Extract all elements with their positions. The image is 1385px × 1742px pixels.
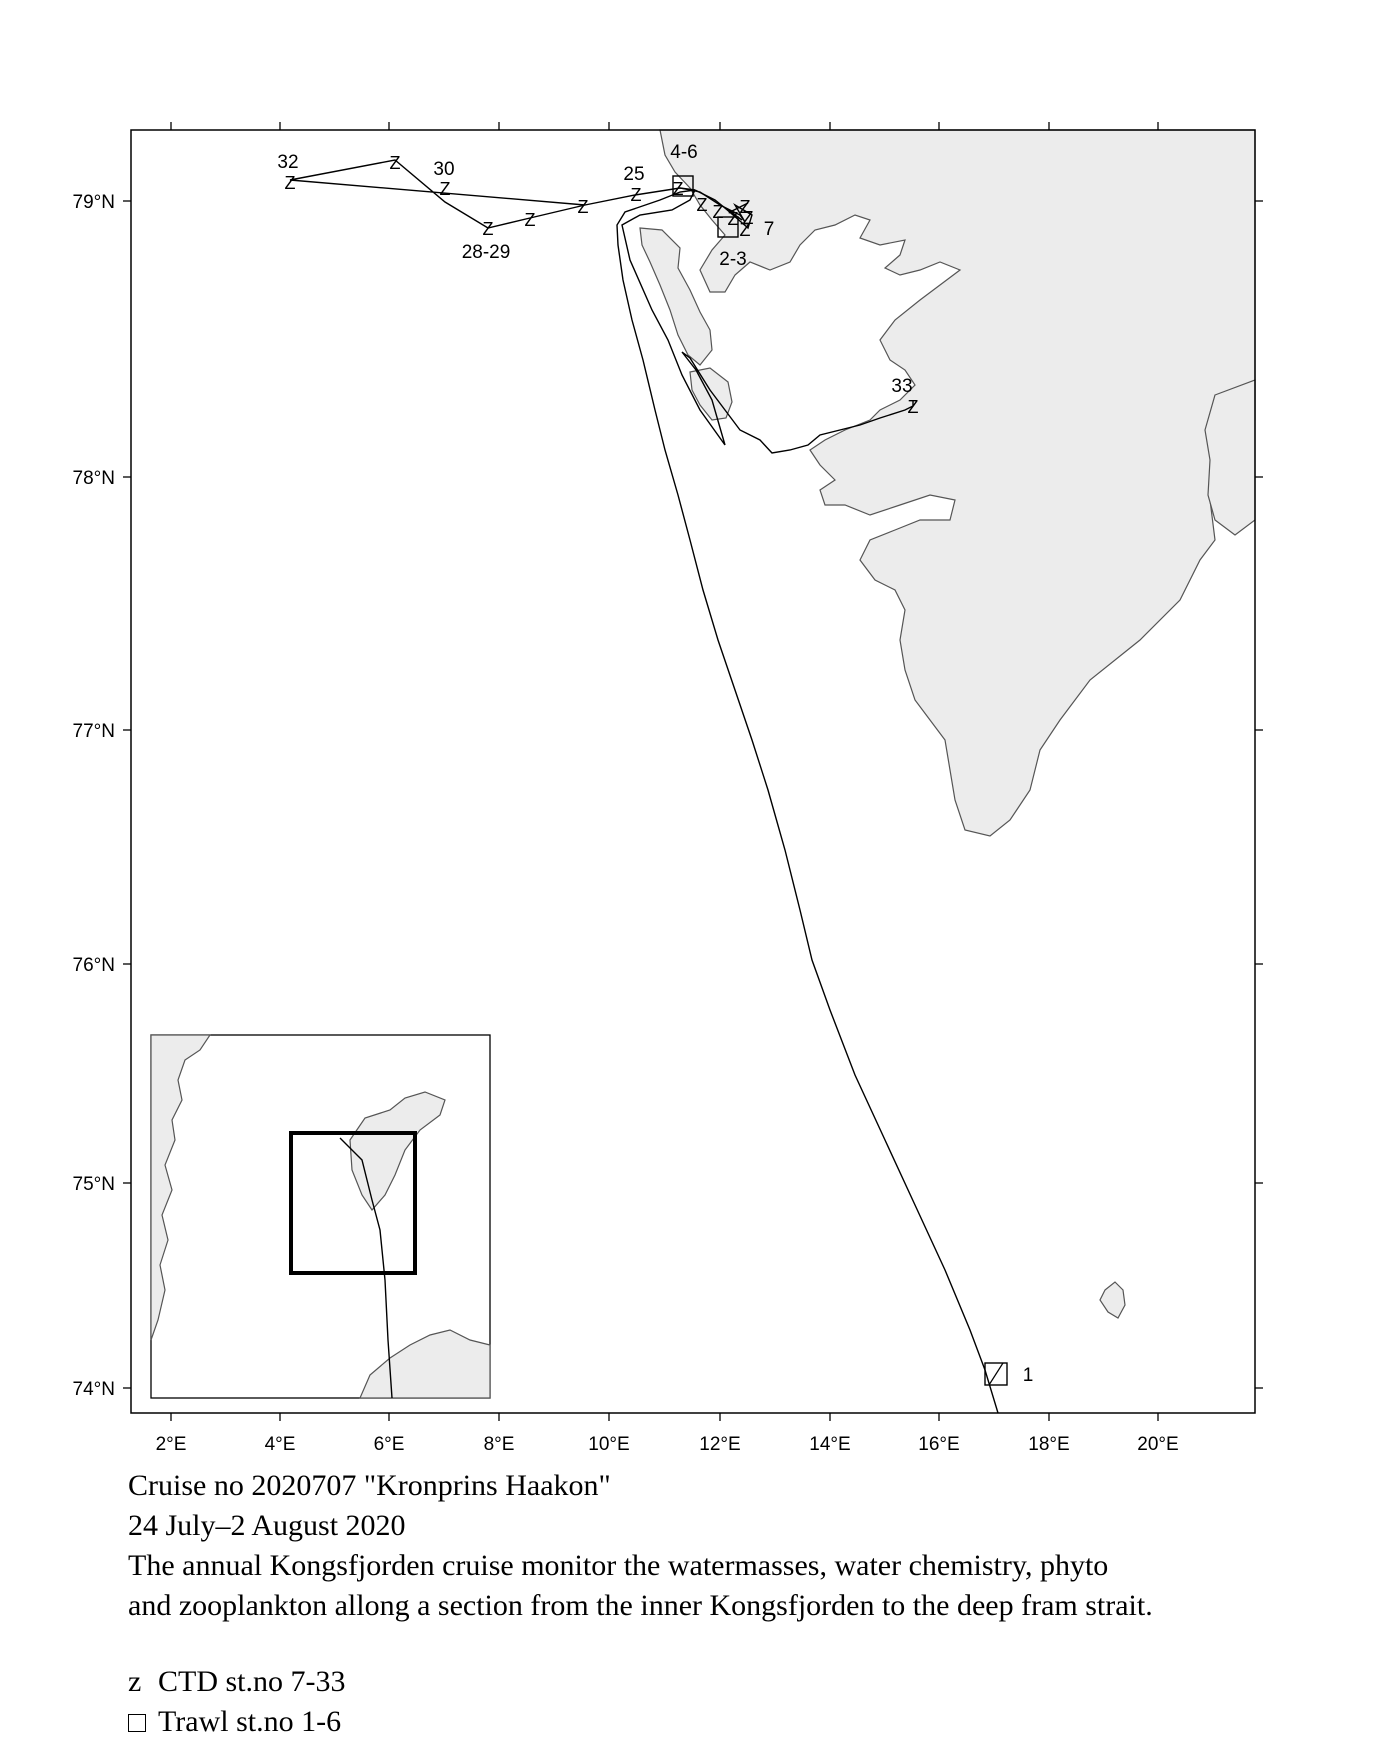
tick-marks [123, 122, 1263, 1421]
cruise-track [289, 159, 999, 1414]
trawl-station-box [717, 216, 739, 238]
map-frame [130, 129, 1256, 1414]
legend-trawl: Trawl st.no 1-6 [128, 1702, 346, 1742]
lon-tick-label: 8°E [484, 1434, 515, 1455]
caption-dates: 24 July–2 August 2020 [128, 1509, 406, 1542]
map-caption: Cruise no 2020707 "Kronprins Haakon" 24 … [128, 1466, 1368, 1626]
trawl-station-box [984, 1362, 1008, 1386]
lon-tick-label: 20°E [1137, 1434, 1178, 1455]
ctd-station-mark: Z [740, 197, 751, 217]
cruise-map: 2°E 4°E 6°E 8°E 10°E 12°E 14°E 16°E 18°E… [73, 122, 1263, 1455]
lat-tick-label: 77°N [73, 721, 115, 742]
inset-map [150, 1034, 491, 1399]
ctd-stations: Z Z Z Z Z Z Z Z Z Z Z Z Z Z Z [285, 153, 919, 417]
ctd-station-mark: Z [908, 397, 919, 417]
ctd-station-mark: Z [743, 208, 754, 228]
ctd-station-mark: Z [740, 220, 751, 240]
ctd-station-mark: Z [697, 195, 708, 215]
station-label: 25 [623, 164, 644, 185]
ctd-legend-label: CTD st.no 7-33 [158, 1665, 346, 1698]
lon-tick-labels: 2°E 4°E 6°E 8°E 10°E 12°E 14°E 16°E 18°E… [156, 1434, 1179, 1455]
ctd-station-mark: Z [578, 197, 589, 217]
caption-description-2: and zooplankton allong a section from th… [128, 1589, 1153, 1622]
inset-extent-box [289, 1131, 417, 1275]
station-label: 32 [277, 152, 298, 173]
trawl-legend-symbol [128, 1714, 146, 1732]
ctd-station-mark: Z [631, 185, 642, 205]
lon-tick-label: 14°E [809, 1434, 850, 1455]
trawl-stations [672, 175, 1008, 1386]
ctd-station-mark: Z [285, 173, 296, 193]
ctd-station-mark: Z [525, 210, 536, 230]
station-label: 30 [433, 159, 454, 180]
lat-tick-labels: 79°N 78°N 77°N 76°N 75°N 74°N [73, 192, 115, 1400]
lat-tick-label: 76°N [73, 955, 115, 976]
ctd-station-mark: Z [440, 179, 451, 199]
ctd-station-mark: Z [728, 209, 739, 229]
lon-tick-label: 4°E [265, 1434, 296, 1455]
land-svalbard [639, 129, 1256, 1319]
map-legend: z CTD st.no 7-33 Trawl st.no 1-6 [128, 1662, 346, 1742]
station-label: 33 [891, 376, 912, 397]
ctd-station-mark: Z [673, 179, 684, 199]
lat-tick-label: 75°N [73, 1174, 115, 1195]
ctd-legend-symbol: z [128, 1665, 142, 1698]
station-label: 1 [1023, 1365, 1034, 1386]
lat-tick-label: 74°N [73, 1379, 115, 1400]
station-label: 28-29 [462, 242, 511, 263]
ctd-station-mark: Z [483, 219, 494, 239]
trawl-legend-label: Trawl st.no 1-6 [158, 1705, 342, 1738]
lat-tick-label: 78°N [73, 468, 115, 489]
ctd-station-mark: Z [390, 153, 401, 173]
trawl-station-box [672, 175, 694, 197]
lon-tick-label: 16°E [918, 1434, 959, 1455]
legend-ctd: z CTD st.no 7-33 [128, 1662, 346, 1702]
lat-tick-label: 79°N [73, 192, 115, 213]
caption-cruise: Cruise no 2020707 "Kronprins Haakon" [128, 1469, 611, 1502]
ctd-station-mark: Z [713, 202, 724, 222]
lon-tick-label: 12°E [699, 1434, 740, 1455]
lon-tick-label: 18°E [1028, 1434, 1069, 1455]
lon-tick-label: 6°E [374, 1434, 405, 1455]
caption-description-1: The annual Kongsfjorden cruise monitor t… [128, 1549, 1109, 1582]
station-label: 2-3 [719, 249, 746, 270]
station-label: 4-6 [670, 142, 697, 163]
lon-tick-label: 10°E [588, 1434, 629, 1455]
station-label: 7 [764, 219, 775, 240]
lon-tick-label: 2°E [156, 1434, 187, 1455]
station-labels: 32 30 28-29 25 4-6 7 2-3 33 1 [277, 142, 1033, 1386]
